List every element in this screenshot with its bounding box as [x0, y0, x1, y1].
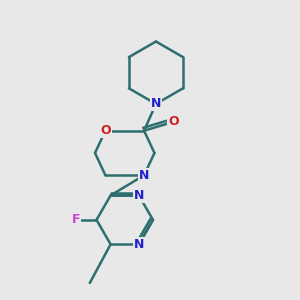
Text: O: O	[100, 124, 111, 137]
Text: N: N	[134, 189, 144, 202]
Text: N: N	[134, 238, 144, 251]
Text: N: N	[139, 169, 149, 182]
Text: O: O	[169, 115, 179, 128]
Text: F: F	[71, 213, 80, 226]
Text: N: N	[151, 98, 161, 110]
